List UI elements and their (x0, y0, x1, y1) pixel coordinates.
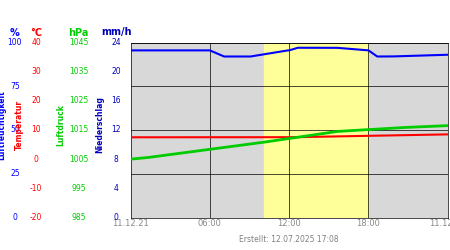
Text: 12: 12 (111, 126, 121, 134)
Text: Temperatur: Temperatur (15, 100, 24, 150)
Text: Luftfeuchtigkeit: Luftfeuchtigkeit (0, 90, 6, 160)
Text: °C: °C (30, 28, 42, 38)
Text: 10: 10 (31, 126, 41, 134)
Text: 1035: 1035 (69, 67, 89, 76)
Text: 30: 30 (31, 67, 41, 76)
Text: 25: 25 (10, 169, 20, 178)
Text: 1015: 1015 (69, 126, 88, 134)
Text: 24: 24 (111, 38, 121, 47)
Text: 4: 4 (114, 184, 118, 193)
Text: %: % (10, 28, 20, 38)
Text: 1045: 1045 (69, 38, 89, 47)
Text: 75: 75 (10, 82, 20, 91)
Text: 20: 20 (111, 67, 121, 76)
Text: hPa: hPa (68, 28, 89, 38)
Text: 0: 0 (114, 213, 118, 222)
Text: 50: 50 (10, 126, 20, 134)
Text: 8: 8 (114, 155, 118, 164)
Text: 20: 20 (31, 96, 41, 105)
Text: 0: 0 (13, 213, 17, 222)
Text: mm/h: mm/h (101, 28, 131, 38)
Text: 995: 995 (72, 184, 86, 193)
Text: 985: 985 (72, 213, 86, 222)
Text: Luftdruck: Luftdruck (56, 104, 65, 146)
Text: 40: 40 (31, 38, 41, 47)
Bar (264, 42, 369, 218)
Text: Niederschlag: Niederschlag (95, 96, 104, 154)
Text: -10: -10 (30, 184, 42, 193)
Text: 0: 0 (34, 155, 38, 164)
Text: 100: 100 (8, 38, 22, 47)
Text: 16: 16 (111, 96, 121, 105)
Text: Erstellt: 12.07.2025 17:08: Erstellt: 12.07.2025 17:08 (239, 235, 339, 244)
Text: -20: -20 (30, 213, 42, 222)
Text: 1025: 1025 (69, 96, 88, 105)
Text: 1005: 1005 (69, 155, 89, 164)
